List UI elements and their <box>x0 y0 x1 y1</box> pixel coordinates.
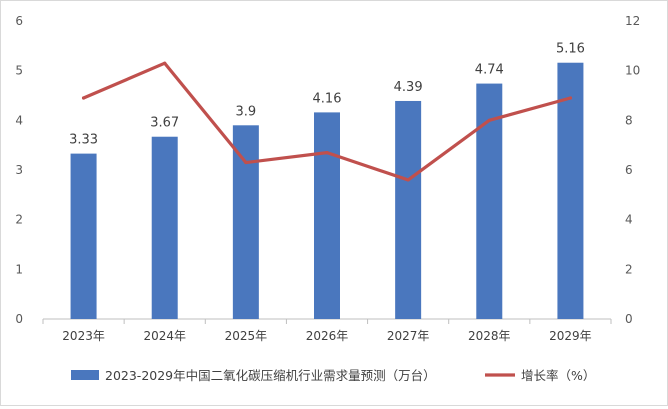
bar <box>476 83 503 319</box>
y-left-tick-label: 2 <box>15 213 23 227</box>
data-labels: 3.33 3.67 3.9 4.16 4.39 4.74 5.16 <box>69 42 585 148</box>
x-tick-label: 2026年 <box>306 329 349 343</box>
y-left-tick-label: 6 <box>15 14 23 28</box>
bars <box>70 62 584 320</box>
growth-rate-point <box>568 96 573 100</box>
y-left-tick-label: 4 <box>15 113 23 127</box>
bar <box>232 125 259 319</box>
x-tick-label: 2027年 <box>387 329 430 343</box>
y-right-tick-label: 10 <box>625 64 640 78</box>
bar <box>395 100 422 319</box>
y-right-tick-label: 4 <box>625 213 633 227</box>
y-right-tick-label: 2 <box>625 262 633 276</box>
legend: 2023-2029年中国二氧化碳压缩机行业需求量预测（万台） 增长率（%） <box>71 368 595 383</box>
y-left-tick-label: 1 <box>15 262 23 276</box>
bar-value-label: 3.67 <box>150 116 179 131</box>
bar-value-label: 5.16 <box>556 42 585 57</box>
bar-value-label: 3.9 <box>236 104 257 119</box>
bar <box>557 62 584 319</box>
bar-value-label: 4.16 <box>313 91 342 106</box>
growth-rate-point <box>81 96 86 100</box>
y-right-tick-label: 8 <box>625 113 633 127</box>
legend-label-bar: 2023-2029年中国二氧化碳压缩机行业需求量预测（万台） <box>105 368 436 383</box>
y-left-tick-label: 5 <box>15 64 23 78</box>
y-right-tick-label: 0 <box>625 312 633 326</box>
x-tick-label: 2025年 <box>225 329 268 343</box>
bar <box>314 112 340 320</box>
growth-rate-point <box>325 151 329 155</box>
legend-label-line: 增长率（%） <box>521 368 595 383</box>
x-tick-label: 2028年 <box>468 329 511 343</box>
bar-value-label: 3.33 <box>69 133 98 148</box>
growth-rate-point <box>406 178 410 182</box>
growth-rate-point <box>163 61 167 65</box>
x-tick-label: 2029年 <box>549 329 592 343</box>
legend-swatch-bar <box>71 370 99 380</box>
growth-rate-point <box>487 118 491 122</box>
bar-value-label: 4.74 <box>475 63 504 78</box>
bar-value-label: 4.39 <box>394 80 423 95</box>
bar <box>70 153 97 319</box>
growth-line-layer <box>81 61 573 182</box>
bar <box>151 136 178 319</box>
y-left-tick-label: 0 <box>15 312 23 326</box>
x-tick-label: 2024年 <box>143 329 186 343</box>
y-right-tick-label: 12 <box>625 14 640 28</box>
growth-rate-point <box>244 160 248 165</box>
y-right-tick-label: 6 <box>625 163 633 177</box>
x-tick-label: 2023年 <box>62 329 105 343</box>
y-left-tick-label: 3 <box>15 163 23 177</box>
